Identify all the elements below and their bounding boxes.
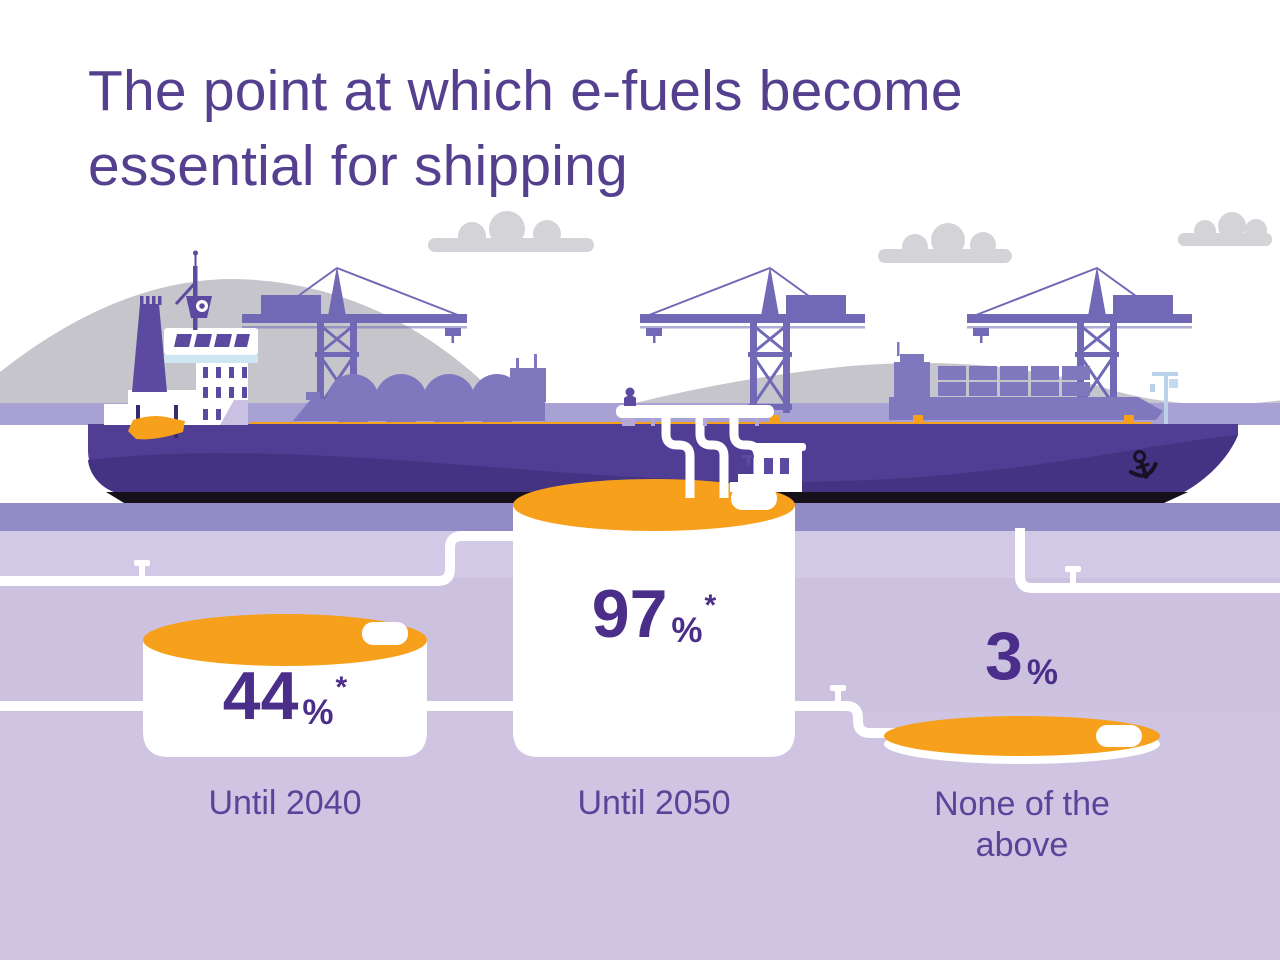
superstructure bbox=[104, 250, 258, 440]
value-unit: % bbox=[1026, 653, 1058, 692]
tank-value-2050: 97% * bbox=[513, 576, 795, 648]
tank-value-none: 3% bbox=[884, 618, 1161, 690]
page-title: The point at which e-fuels become essent… bbox=[88, 54, 1168, 204]
canopy-roof bbox=[616, 405, 774, 418]
title-line-2: essential for shipping bbox=[88, 134, 628, 198]
value-number: 44 bbox=[222, 658, 299, 734]
category-label-none: None of the above bbox=[934, 785, 1110, 864]
mast bbox=[174, 250, 212, 330]
value-number: 97 bbox=[591, 576, 668, 652]
loading-station bbox=[616, 387, 806, 498]
category-label-2040: Until 2040 bbox=[208, 784, 362, 822]
fuel-tank-none bbox=[884, 716, 1160, 764]
pump-house bbox=[730, 443, 806, 492]
tanker-ship bbox=[88, 250, 1238, 503]
lng-carrier-ship bbox=[293, 354, 546, 426]
lifeboat bbox=[128, 405, 185, 440]
beacon-icon bbox=[1150, 372, 1178, 425]
cloud-icon bbox=[1178, 212, 1272, 246]
cloud-icon bbox=[878, 223, 1012, 263]
value-unit: % bbox=[671, 611, 703, 650]
worker-figure bbox=[624, 387, 636, 406]
funnel bbox=[132, 296, 167, 392]
value-number: 3 bbox=[985, 618, 1023, 694]
category-label-2050: Until 2050 bbox=[577, 784, 731, 822]
container-ship bbox=[889, 342, 1163, 420]
tank-hatch bbox=[731, 487, 777, 510]
tank-value-2040: 44% * bbox=[143, 658, 427, 730]
tank-hatch bbox=[362, 622, 408, 645]
cloud-icon bbox=[428, 211, 594, 252]
tank-hatch bbox=[1096, 725, 1142, 747]
title-line-1: The point at which e-fuels become bbox=[88, 59, 963, 123]
fuel-tank-2040 bbox=[143, 614, 427, 757]
footnote-marker: * bbox=[704, 589, 717, 622]
anchor-icon bbox=[1128, 450, 1158, 480]
value-unit: % bbox=[302, 693, 334, 732]
footnote-marker: * bbox=[335, 671, 348, 704]
